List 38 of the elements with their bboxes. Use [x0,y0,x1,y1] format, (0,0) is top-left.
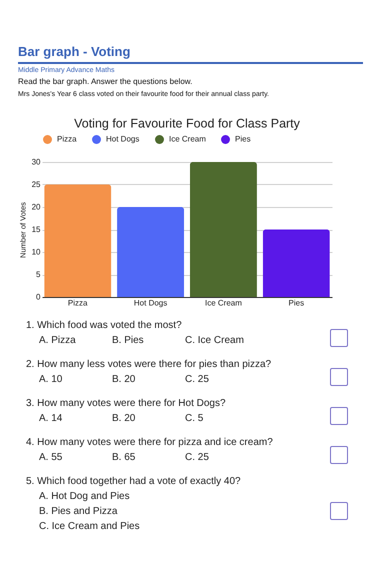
x-tick-label: Pies [288,298,304,308]
y-tick-label: 15 [32,225,42,234]
text: Read the bar graph. Answer the questions below. [18,77,194,86]
text: 3. How many votes were there for Hot Dogs? [26,397,227,411]
text: C. Ice Cream and Pies [38,520,141,534]
text: B. 20 [112,412,136,426]
y-tick-label: 30 [32,158,42,166]
x-tick-label: Ice Cream [204,298,242,308]
legend-label: Pies [235,134,251,144]
text: A. Pizza [39,334,76,348]
text: 2. How many less votes were there for pies than pizza? [26,358,272,372]
legend-label: Pizza [57,134,78,144]
text: B. Pies and Pizza [38,505,118,519]
text: B. 65 [112,451,136,465]
text: A. 10 [39,373,62,387]
legend-label: Hot Dogs [106,134,140,144]
text: A. Hot Dog and Pies [38,490,131,504]
legend-label: Ice Cream [169,134,206,144]
y-tick-label: 0 [36,292,42,302]
text: A. 14 [39,412,62,426]
y-tick-label: 10 [32,248,42,256]
x-tick-label: Pizza [68,298,88,308]
text: C. Ice Cream [185,334,244,348]
x-tick-label: Hot Dogs [134,298,168,308]
text: C. 25 [185,373,209,387]
text: 1. Which food was voted the most? [26,319,183,333]
text: 5. Which food together had a vote of exactly 40? [26,475,242,489]
y-tick-label: 25 [32,180,42,189]
text: B. Pies [112,334,144,348]
y-tick-label: 20 [32,202,42,212]
text: C. 5 [185,412,204,426]
text: C. 25 [185,451,209,465]
text: B. 20 [112,373,136,387]
text: Bar graph - Voting [18,44,132,59]
text: 4. How many votes were there for pizza and ice cream? [26,436,274,450]
y-tick-label: 5 [36,270,42,279]
text: A. 55 [39,451,62,465]
chart-title: Voting for Favourite Food for Class Party [74,116,301,130]
